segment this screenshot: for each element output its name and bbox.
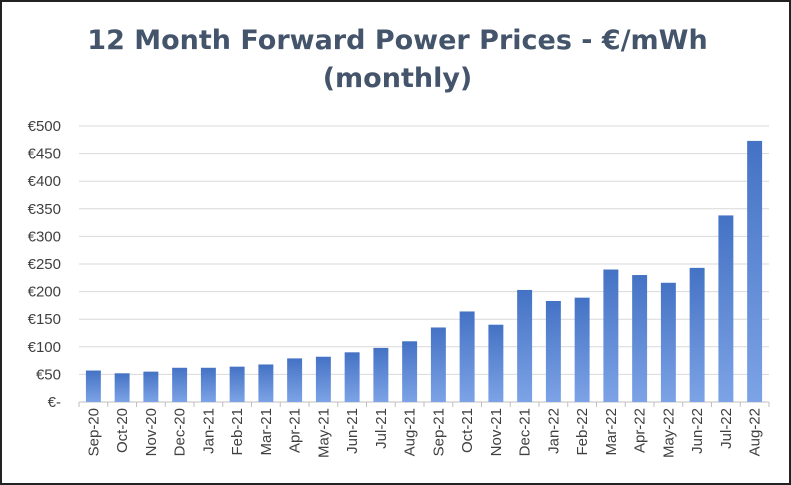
bar-may-21: [315, 356, 331, 402]
chart-title-line-1: 12 Month Forward Power Prices - €/mWh: [87, 25, 708, 56]
y-tick-label: €500: [28, 118, 61, 135]
x-tick-label: Nov-20: [143, 408, 160, 456]
x-tick-label: May-21: [315, 408, 332, 458]
x-tick-label: May-22: [660, 408, 677, 458]
bar-aug-22: [747, 140, 763, 403]
bar-dec-21: [517, 289, 533, 402]
y-tick-label: €200: [28, 284, 61, 301]
x-tick-label: Sep-20: [85, 408, 102, 456]
x-tick-label: Aug-22: [747, 408, 764, 456]
bar-aug-21: [402, 341, 418, 402]
bar-jun-22: [689, 267, 705, 402]
bar-feb-21: [229, 366, 245, 402]
x-tick-label: Aug-21: [402, 408, 419, 456]
x-axis: Sep-20 Oct-20 Nov-20 Dec-20 Jan-21 Feb-21 Mar-…: [78, 402, 770, 458]
bar-oct-20: [114, 373, 130, 402]
bar-jun-21: [344, 352, 360, 402]
gridlines: [79, 125, 769, 403]
bar-nov-21: [488, 324, 504, 402]
x-tick-label: Sep-21: [430, 408, 447, 456]
x-tick-label: Jun-22: [689, 408, 706, 454]
x-tick-label: Apr-21: [287, 408, 304, 453]
x-tick-label: Dec-21: [517, 408, 534, 456]
y-tick-label: €-: [48, 394, 61, 411]
x-tick-label: Oct-21: [459, 408, 476, 453]
x-tick-label: Jul-22: [718, 408, 735, 449]
y-tick-label: €250: [28, 256, 61, 273]
x-tick-label: Mar-22: [603, 408, 620, 456]
y-tick-label: €350: [28, 201, 61, 218]
x-tick-label: Nov-21: [488, 408, 505, 456]
bar-may-22: [660, 282, 676, 402]
bar-mar-21: [258, 364, 274, 402]
bar-mar-22: [603, 269, 619, 402]
x-tick-label: Dec-20: [172, 408, 189, 456]
x-tick-label: Mar-21: [258, 408, 275, 456]
chart-title: 12 Month Forward Power Prices - €/mWh (m…: [2, 22, 789, 98]
y-tick-label: €100: [28, 339, 61, 356]
bar-apr-21: [287, 358, 303, 402]
x-tick-label: Jun-21: [344, 408, 361, 454]
bar-nov-20: [143, 371, 159, 402]
chart-title-line-2: (monthly): [322, 63, 473, 94]
x-tick-label: Feb-22: [574, 408, 591, 456]
bar-sep-20: [85, 370, 101, 402]
x-tick-label: Feb-21: [229, 408, 246, 456]
bar-oct-21: [459, 311, 475, 402]
y-tick-label: €400: [28, 173, 61, 190]
x-tick-label: Jul-21: [373, 408, 390, 449]
bars: [85, 140, 763, 403]
bar-feb-22: [574, 297, 590, 402]
y-axis: €- €50 €100 €150 €200 €250 €300 €350 €400 €450 €50…: [28, 118, 61, 411]
x-tick-label: Jan-21: [200, 408, 217, 454]
bar-jan-22: [545, 300, 561, 402]
x-tick-label: Oct-20: [114, 408, 131, 453]
bar-jul-21: [373, 347, 389, 402]
y-tick-label: €50: [36, 366, 61, 383]
y-tick-label: €300: [28, 228, 61, 245]
y-tick-label: €150: [28, 311, 61, 328]
y-tick-label: €450: [28, 146, 61, 163]
bar-dec-20: [172, 367, 188, 402]
bar-jul-22: [718, 215, 734, 402]
bar-sep-21: [430, 327, 446, 402]
bar-apr-22: [632, 275, 648, 402]
bar-jan-21: [200, 367, 216, 402]
x-tick-label: Jan-22: [545, 408, 562, 454]
x-tick-label: Apr-22: [632, 408, 649, 453]
